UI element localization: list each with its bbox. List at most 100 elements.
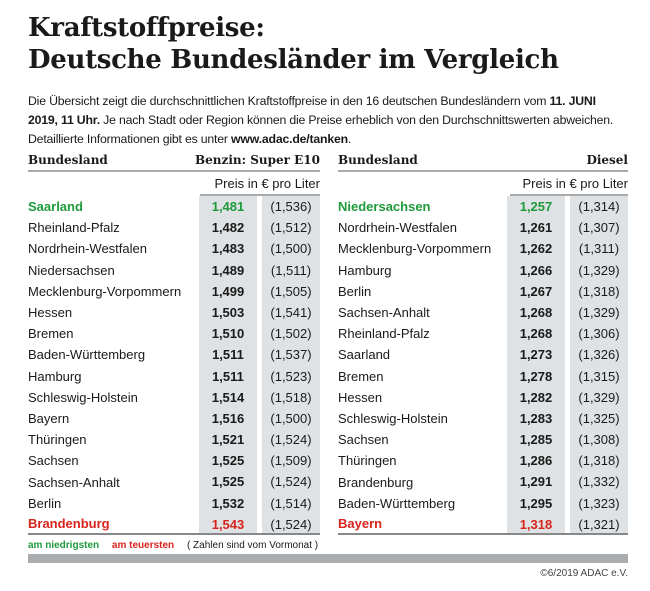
state-name: Hamburg	[28, 368, 82, 384]
price: 1,525	[199, 471, 257, 493]
diesel-table: Bundesland Diesel Preis in € pro Liter Nie…	[338, 150, 628, 535]
price: 1,257	[507, 196, 565, 218]
table-row: Berlin 1,267 (1,318)	[338, 280, 628, 302]
previous-price: (1,315)	[570, 365, 628, 387]
table-row: Niedersachsen 1,489 (1,511)	[28, 259, 320, 281]
previous-price: (1,321)	[570, 513, 628, 533]
state-name: Schleswig-Holstein	[338, 410, 448, 426]
price: 1,516	[199, 407, 257, 430]
price: 1,481	[199, 196, 257, 218]
state-name: Sachsen-Anhalt	[338, 305, 430, 321]
price: 1,483	[199, 238, 257, 260]
previous-price: (1,332)	[570, 471, 628, 493]
price: 1,278	[507, 365, 565, 387]
state-name: Berlin	[28, 495, 62, 511]
table-row: Berlin 1,532 (1,514)	[28, 492, 320, 514]
previous-price: (1,524)	[262, 429, 320, 451]
state-name: Hamburg	[338, 262, 392, 278]
previous-price: (1,524)	[262, 471, 320, 493]
table-row: Mecklenburg-Vorpommern 1,262 (1,311)	[338, 238, 628, 260]
price: 1,282	[507, 386, 565, 408]
price: 1,286	[507, 450, 565, 472]
col-header-fuel: Diesel	[586, 153, 628, 167]
table-row: Bayern 1,516 (1,500)	[28, 407, 320, 430]
col-header-name: Bundesland	[28, 153, 108, 167]
previous-price: (1,524)	[262, 513, 320, 533]
price: 1,499	[199, 280, 257, 302]
state-name: Baden-Württemberg	[338, 495, 456, 511]
price: 1,511	[199, 365, 257, 387]
state-name: Bremen	[338, 368, 384, 384]
state-name: Saarland	[28, 199, 83, 215]
page-title: Kraftstoffpreise: Deutsche Bundesländer i…	[28, 13, 559, 75]
legend-note: ( Zahlen sind vom Vormonat )	[186, 540, 319, 551]
table-row: Rheinland-Pfalz 1,482 (1,512)	[28, 217, 320, 239]
previous-price: (1,323)	[570, 492, 628, 514]
state-name: Bayern	[28, 410, 70, 426]
price: 1,273	[507, 344, 565, 366]
price: 1,532	[199, 492, 257, 514]
previous-price: (1,311)	[570, 238, 628, 260]
price: 1,283	[507, 407, 565, 430]
table-row: Saarland 1,481 (1,536)	[28, 196, 320, 218]
price: 1,511	[199, 344, 257, 366]
table-row: Sachsen-Anhalt 1,268 (1,329)	[338, 301, 628, 324]
col-header-fuel: Benzin: Super E10	[195, 153, 320, 167]
table-row: Brandenburg 1,291 (1,332)	[338, 471, 628, 493]
previous-price: (1,541)	[262, 301, 320, 324]
previous-price: (1,502)	[262, 323, 320, 345]
unit-label: Preis in € pro Liter	[200, 172, 320, 196]
state-name: Sachsen-Anhalt	[28, 474, 120, 490]
state-name: Mecklenburg-Vorpommern	[28, 283, 182, 299]
previous-price: (1,514)	[262, 492, 320, 514]
previous-price: (1,537)	[262, 344, 320, 366]
legend-highest: am teuersten	[111, 540, 175, 551]
table-row: Baden-Württemberg 1,511 (1,537)	[28, 344, 320, 366]
previous-price: (1,329)	[570, 386, 628, 408]
table-header: Bundesland Benzin: Super E10	[28, 150, 320, 172]
copyright: ©6/2019 ADAC e.V.	[540, 568, 628, 579]
state-name: Rheinland-Pfalz	[28, 220, 120, 236]
price: 1,266	[507, 259, 565, 281]
table-row: Schleswig-Holstein 1,514 (1,518)	[28, 386, 320, 408]
state-name: Sachsen	[28, 453, 79, 469]
benzin-table: Bundesland Benzin: Super E10 Preis in € pr…	[28, 150, 320, 535]
price: 1,525	[199, 450, 257, 472]
intro-text: Die Übersicht zeigt die durchschnittlich…	[28, 94, 614, 146]
price: 1,482	[199, 217, 257, 239]
price: 1,510	[199, 323, 257, 345]
table-row: Nordrhein-Westfalen 1,261 (1,307)	[338, 217, 628, 239]
price: 1,291	[507, 471, 565, 493]
previous-price: (1,511)	[262, 259, 320, 281]
divider-bar	[28, 554, 628, 563]
state-name: Baden-Württemberg	[28, 347, 146, 363]
previous-price: (1,523)	[262, 365, 320, 387]
previous-price: (1,500)	[262, 238, 320, 260]
state-name: Berlin	[338, 283, 372, 299]
table-row: Mecklenburg-Vorpommern 1,499 (1,505)	[28, 280, 320, 302]
col-header-name: Bundesland	[338, 153, 418, 167]
price: 1,285	[507, 429, 565, 451]
state-name: Thüringen	[338, 453, 397, 469]
table-row: Hessen 1,503 (1,541)	[28, 301, 320, 324]
state-name: Niedersachsen	[338, 199, 431, 215]
previous-price: (1,308)	[570, 429, 628, 451]
table-row: Schleswig-Holstein 1,283 (1,325)	[338, 407, 628, 430]
table-row: Bremen 1,278 (1,315)	[338, 365, 628, 387]
price: 1,521	[199, 429, 257, 451]
previous-price: (1,512)	[262, 217, 320, 239]
table-row: Thüringen 1,521 (1,524)	[28, 429, 320, 451]
previous-price: (1,329)	[570, 301, 628, 324]
price: 1,318	[507, 513, 565, 533]
table-row: Sachsen-Anhalt 1,525 (1,524)	[28, 471, 320, 493]
table-row: Bremen 1,510 (1,502)	[28, 323, 320, 345]
price: 1,503	[199, 301, 257, 324]
legend: am niedrigsten am teuersten ( Zahlen sin…	[28, 540, 328, 551]
state-name: Niedersachsen	[28, 262, 115, 278]
price: 1,489	[199, 259, 257, 281]
price: 1,514	[199, 386, 257, 408]
table-row: Bayern 1,318 (1,321)	[338, 513, 628, 535]
previous-price: (1,505)	[262, 280, 320, 302]
unit-label: Preis in € pro Liter	[510, 172, 628, 196]
table-row: Saarland 1,273 (1,326)	[338, 344, 628, 366]
